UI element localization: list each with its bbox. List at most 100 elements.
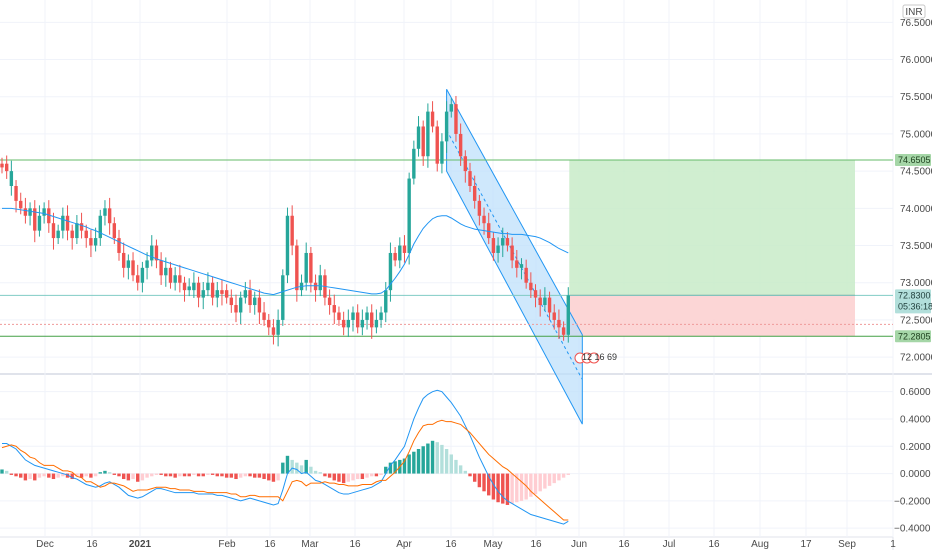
macd-histogram-bar bbox=[248, 473, 252, 477]
events-badge[interactable]: 12 16 69 bbox=[574, 352, 617, 364]
macd-pane bbox=[0, 389, 570, 525]
horizontal-levels[interactable] bbox=[0, 159, 893, 337]
macd-histogram-bar bbox=[393, 461, 397, 474]
time-axis[interactable]: Dec 16 2021 Feb 16 Mar 16 Apr 16 May 16 Jun 16 Jul 16 A… bbox=[36, 539, 896, 550]
macd-histogram-bar bbox=[140, 473, 145, 481]
time-tick-label: 1 bbox=[890, 539, 896, 550]
target-zone[interactable] bbox=[569, 159, 855, 296]
candle-body bbox=[388, 252, 393, 291]
candle-body bbox=[0, 163, 4, 168]
candle-body bbox=[444, 111, 449, 142]
macd-tick-label: −0.2000 bbox=[894, 496, 931, 507]
macd-histogram-bar bbox=[407, 454, 411, 474]
price-tick-label: 74.0000 bbox=[900, 204, 932, 215]
macd-histogram-bar bbox=[318, 472, 322, 474]
macd-histogram-bar bbox=[70, 473, 74, 480]
macd-histogram-bar bbox=[145, 473, 149, 478]
macd-histogram-bar bbox=[355, 473, 360, 480]
candle-body bbox=[150, 245, 154, 261]
candle-body bbox=[192, 282, 196, 291]
candle-body bbox=[65, 215, 70, 231]
macd-histogram-bar bbox=[290, 459, 294, 474]
macd-histogram-bar bbox=[196, 473, 201, 477]
macd-histogram-bar bbox=[93, 473, 98, 477]
macd-histogram-bar bbox=[538, 473, 542, 492]
time-tick-label: May bbox=[484, 539, 503, 550]
macd-histogram-bar bbox=[365, 473, 369, 478]
candle-body bbox=[9, 171, 14, 186]
time-tick-label: Jul bbox=[663, 539, 676, 550]
time-tick-label: 16 bbox=[708, 539, 720, 550]
candle-body bbox=[477, 200, 482, 216]
candle-body bbox=[271, 327, 276, 335]
candle-body bbox=[365, 312, 369, 320]
macd-histogram-bar bbox=[229, 473, 234, 478]
candle-body bbox=[552, 312, 556, 320]
macd-histogram-bar bbox=[547, 473, 552, 486]
candle-body bbox=[178, 275, 182, 283]
macd-histogram-bar bbox=[510, 473, 514, 504]
macd-histogram-bar bbox=[206, 473, 210, 475]
macd-histogram-bar bbox=[173, 473, 177, 478]
macd-histogram-bar bbox=[112, 473, 117, 475]
candle-body bbox=[51, 223, 56, 239]
macd-axis[interactable]: 0.6000 0.4000 0.2000 0.0000 −0.2000 −0.4000 bbox=[894, 387, 931, 535]
position-zones[interactable] bbox=[569, 159, 855, 337]
candle-body bbox=[496, 245, 500, 253]
candle-body bbox=[501, 238, 505, 246]
candle-body bbox=[107, 208, 112, 224]
candle-body bbox=[248, 290, 252, 306]
candle-body bbox=[28, 208, 32, 216]
time-tick-label: Jun bbox=[571, 539, 587, 550]
macd-histogram-bar bbox=[267, 473, 271, 481]
currency-badge[interactable]: INR bbox=[902, 4, 926, 19]
candle-body bbox=[168, 267, 173, 283]
macd-histogram-bar bbox=[309, 466, 313, 474]
candle-body bbox=[159, 260, 163, 276]
candle-body bbox=[89, 238, 93, 246]
candle-body bbox=[426, 111, 430, 157]
price-tick-label: 73.0000 bbox=[900, 278, 932, 289]
macd-histogram-bar bbox=[388, 462, 393, 474]
candle-body bbox=[487, 223, 491, 239]
candle-body bbox=[210, 282, 215, 298]
macd-histogram-bar bbox=[192, 473, 196, 475]
candle-body bbox=[472, 186, 477, 201]
time-tick-label: 16 bbox=[349, 539, 361, 550]
macd-histogram-bar bbox=[341, 473, 346, 484]
candle-body bbox=[126, 260, 131, 268]
candle-body bbox=[430, 111, 435, 127]
upper-level-tag-bg bbox=[895, 153, 931, 166]
candle-body bbox=[33, 208, 37, 231]
candle-body bbox=[440, 141, 444, 164]
macd-histogram-bar bbox=[65, 473, 70, 478]
candle-body bbox=[93, 238, 98, 246]
candle-body bbox=[61, 215, 65, 231]
candle-body bbox=[84, 230, 88, 239]
candle-body bbox=[75, 223, 79, 239]
candle-body bbox=[374, 319, 379, 328]
candle-body bbox=[421, 126, 425, 157]
macd-histogram-bar bbox=[454, 459, 458, 474]
macd-histogram-bar bbox=[224, 473, 229, 478]
macd-histogram-bar bbox=[168, 473, 173, 477]
last-price-tag: 72.8300 bbox=[898, 290, 931, 300]
candle-body bbox=[543, 297, 547, 306]
candle-body bbox=[14, 186, 18, 201]
macd-histogram-bar bbox=[220, 473, 224, 477]
candle-body bbox=[341, 319, 346, 328]
candle-body bbox=[267, 319, 271, 328]
candle-body bbox=[229, 297, 234, 306]
macd-histogram-bar bbox=[150, 473, 154, 477]
macd-histogram-bar bbox=[426, 443, 430, 474]
candle-body bbox=[121, 252, 126, 268]
candle-body bbox=[454, 104, 458, 134]
stop-zone[interactable] bbox=[569, 295, 855, 337]
candle-body bbox=[182, 282, 187, 291]
lower-level-tag: 72.2805 bbox=[898, 331, 931, 341]
moving-average-line bbox=[2, 207, 569, 296]
